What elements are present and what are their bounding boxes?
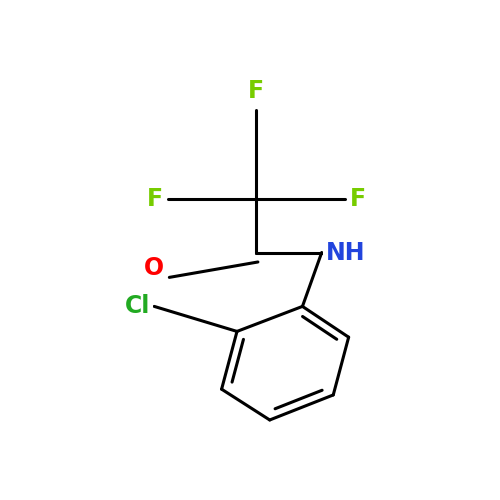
Text: NH: NH xyxy=(326,240,365,264)
Text: F: F xyxy=(147,186,163,210)
Text: F: F xyxy=(350,186,366,210)
Text: F: F xyxy=(248,79,264,103)
Text: Cl: Cl xyxy=(125,294,150,318)
Text: O: O xyxy=(144,256,164,280)
